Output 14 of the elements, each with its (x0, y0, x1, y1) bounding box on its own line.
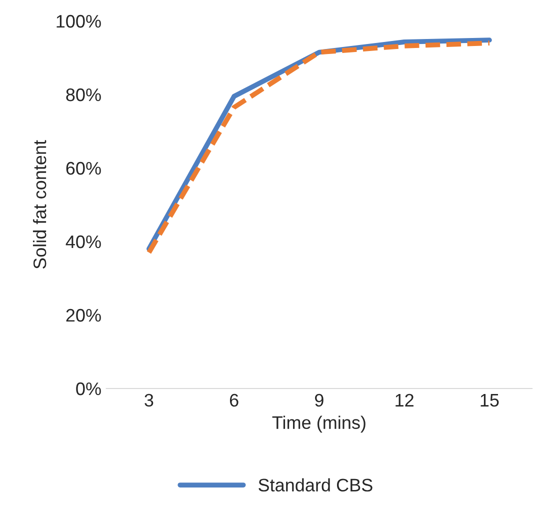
x-tick-label: 15 (480, 394, 499, 407)
x-tick-label: 6 (230, 394, 238, 407)
y-tick-label: 80% (66, 88, 101, 102)
x-axis-title: Time (mins) (272, 416, 366, 433)
y-tick-label: 20% (66, 308, 101, 322)
y-tick-label: 100% (56, 14, 101, 28)
x-tick-label: 3 (144, 394, 154, 407)
x-tick-label: 12 (396, 394, 414, 406)
y-tick-label: 0% (76, 382, 101, 396)
y-axis-title: Solid fat content (32, 140, 46, 269)
x-tick-label: 9 (315, 394, 324, 407)
y-tick-label: 60% (66, 162, 101, 175)
legend-label: Standard CBS (258, 478, 372, 492)
y-tick-label: 40% (66, 235, 101, 248)
